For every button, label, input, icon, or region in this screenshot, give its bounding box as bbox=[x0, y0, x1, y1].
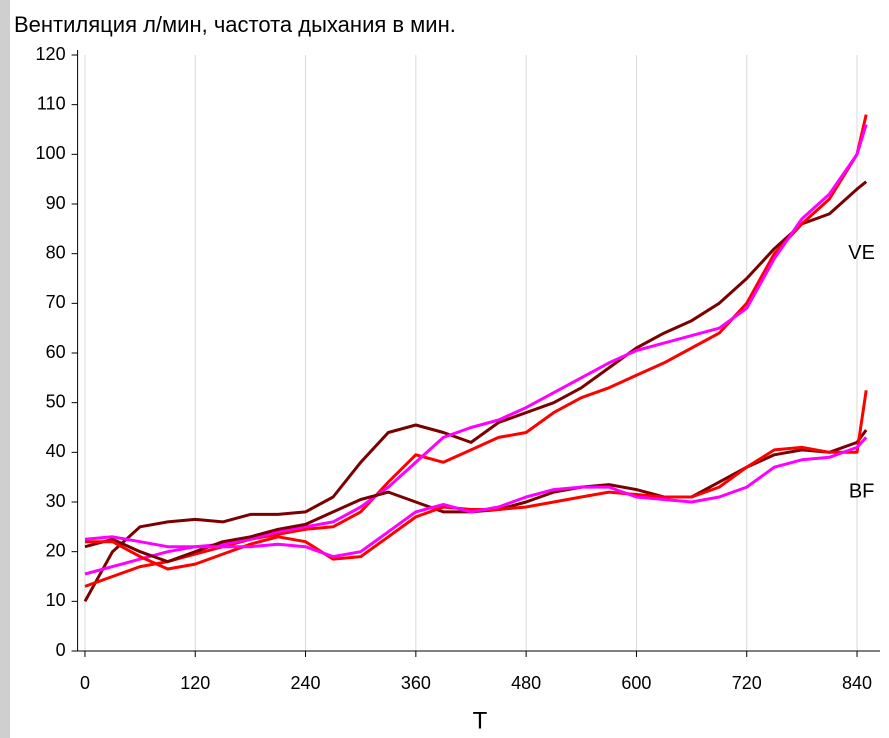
series-line bbox=[84, 114, 868, 588]
y-tick-label: 60 bbox=[46, 342, 66, 362]
y-tick-label: 30 bbox=[46, 491, 66, 511]
x-axis-label: T bbox=[473, 707, 488, 734]
chart-title: Вентиляция л/мин, частота дыхания в мин. bbox=[14, 12, 456, 37]
x-tick-label: 600 bbox=[621, 673, 651, 693]
x-tick-label: 480 bbox=[511, 673, 541, 693]
y-tick-label: 40 bbox=[46, 441, 66, 461]
y-tick-label: 20 bbox=[46, 540, 66, 560]
x-tick-label: 240 bbox=[291, 673, 321, 693]
y-tick-label: 10 bbox=[46, 590, 66, 610]
series-line bbox=[83, 180, 868, 603]
y-tick-label: 50 bbox=[46, 391, 66, 411]
y-tick-label: 110 bbox=[37, 93, 66, 113]
series-line bbox=[84, 436, 868, 559]
x-tick-label: 0 bbox=[80, 673, 90, 693]
side-strip bbox=[0, 0, 10, 738]
y-tick-label: 80 bbox=[46, 242, 66, 262]
series-line bbox=[84, 429, 868, 564]
x-tick-label: 360 bbox=[401, 673, 431, 693]
x-tick-label: 720 bbox=[732, 673, 762, 693]
annotation: BF bbox=[849, 480, 875, 502]
y-tick-label: 100 bbox=[36, 143, 66, 163]
x-tick-label: 120 bbox=[180, 673, 210, 693]
x-tick-label: 840 bbox=[842, 673, 872, 693]
y-tick-label: 90 bbox=[46, 193, 66, 213]
y-tick-label: 120 bbox=[36, 44, 66, 64]
series-line bbox=[85, 390, 868, 571]
y-tick-label: 70 bbox=[46, 292, 66, 312]
y-tick-label: 0 bbox=[56, 640, 66, 660]
series-line bbox=[84, 124, 868, 576]
annotation: VE bbox=[848, 242, 875, 264]
